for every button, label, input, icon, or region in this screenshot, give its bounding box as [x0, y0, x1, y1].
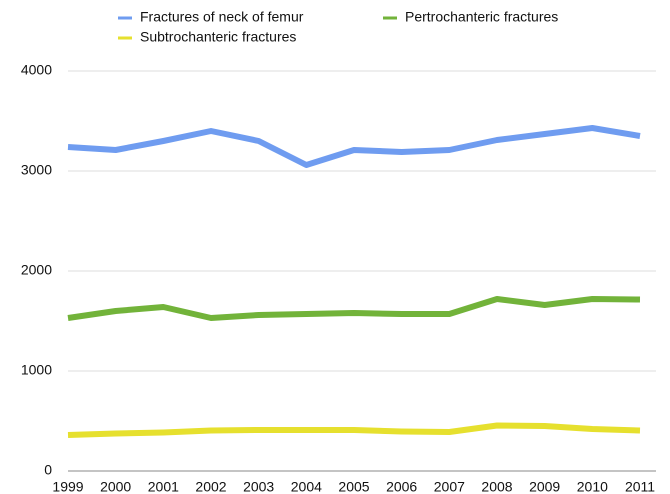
y-tick-label: 2000: [21, 262, 52, 278]
x-tick-label: 2001: [148, 479, 179, 494]
y-tick-label: 1000: [21, 362, 52, 378]
x-tick-label: 1999: [52, 479, 83, 494]
x-tick-label: 2007: [434, 479, 465, 494]
x-tick-label: 2010: [577, 479, 608, 494]
x-tick-label: 2009: [529, 479, 560, 494]
x-tick-label: 2011: [625, 479, 655, 494]
legend-label: Subtrochanteric fractures: [140, 29, 296, 45]
data-line: [67, 125, 641, 168]
y-tick-label: 3000: [21, 162, 52, 178]
data-line: [67, 296, 641, 321]
x-tick-label: 2002: [195, 479, 226, 494]
x-tick-label: 2008: [481, 479, 512, 494]
y-tick-label: 4000: [21, 62, 52, 78]
legend-label: Fractures of neck of femur: [140, 9, 304, 25]
x-tick-label: 2005: [338, 479, 369, 494]
legend-label: Pertrochanteric fractures: [405, 9, 558, 25]
x-tick-label: 2000: [100, 479, 131, 494]
x-tick-label: 2003: [243, 479, 274, 494]
data-line: [67, 422, 641, 438]
y-tick-label: 0: [44, 462, 52, 478]
x-tick-label: 2006: [386, 479, 417, 494]
x-tick-label: 2004: [291, 479, 322, 494]
